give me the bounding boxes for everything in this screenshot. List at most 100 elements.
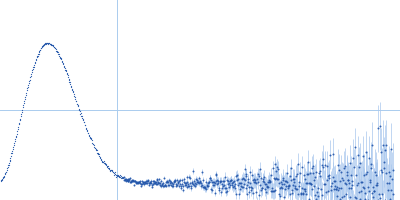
Point	[159, 182, 165, 185]
Point	[262, 183, 269, 186]
Point	[210, 183, 216, 187]
Point	[258, 186, 265, 190]
Point	[387, 148, 394, 151]
Point	[359, 155, 366, 158]
Point	[8, 152, 15, 155]
Point	[64, 73, 71, 77]
Point	[236, 192, 242, 196]
Point	[34, 54, 41, 57]
Point	[10, 145, 17, 148]
Point	[206, 181, 212, 184]
Point	[324, 190, 331, 193]
Point	[99, 160, 105, 163]
Point	[78, 114, 85, 118]
Point	[189, 181, 196, 185]
Point	[249, 186, 255, 190]
Point	[236, 187, 243, 190]
Point	[94, 151, 100, 154]
Point	[63, 70, 69, 73]
Point	[382, 148, 388, 152]
Point	[16, 123, 22, 126]
Point	[346, 161, 353, 164]
Point	[30, 65, 37, 68]
Point	[282, 179, 288, 183]
Point	[102, 163, 108, 166]
Point	[294, 172, 300, 176]
Point	[147, 181, 153, 184]
Point	[152, 182, 159, 185]
Point	[86, 135, 93, 139]
Point	[175, 181, 181, 185]
Point	[207, 178, 214, 182]
Point	[324, 179, 330, 182]
Point	[380, 143, 386, 147]
Point	[274, 177, 281, 180]
Point	[23, 91, 30, 94]
Point	[373, 173, 380, 177]
Point	[56, 56, 63, 59]
Point	[106, 167, 112, 170]
Point	[98, 158, 105, 161]
Point	[87, 137, 93, 140]
Point	[184, 180, 191, 183]
Point	[160, 185, 166, 188]
Point	[43, 41, 50, 44]
Point	[264, 185, 271, 189]
Point	[103, 163, 110, 166]
Point	[371, 190, 378, 193]
Point	[307, 182, 314, 185]
Point	[26, 79, 32, 83]
Point	[192, 184, 198, 187]
Point	[234, 173, 240, 177]
Point	[354, 153, 361, 157]
Point	[197, 180, 204, 183]
Point	[25, 84, 31, 87]
Point	[372, 171, 378, 174]
Point	[215, 181, 221, 184]
Point	[252, 178, 258, 181]
Point	[318, 163, 325, 166]
Point	[369, 143, 376, 146]
Point	[354, 183, 360, 186]
Point	[128, 180, 134, 183]
Point	[250, 178, 256, 182]
Point	[362, 191, 369, 195]
Point	[62, 68, 68, 71]
Point	[283, 184, 289, 187]
Point	[110, 171, 116, 174]
Point	[164, 180, 170, 184]
Point	[132, 180, 138, 183]
Point	[210, 180, 217, 183]
Point	[191, 183, 198, 186]
Point	[257, 183, 264, 187]
Point	[201, 186, 208, 189]
Point	[183, 186, 190, 189]
Point	[207, 177, 213, 180]
Point	[93, 148, 99, 151]
Point	[171, 180, 178, 183]
Point	[118, 174, 124, 177]
Point	[367, 179, 373, 182]
Point	[278, 186, 284, 189]
Point	[88, 136, 94, 139]
Point	[234, 179, 240, 182]
Point	[75, 103, 81, 107]
Point	[22, 93, 29, 96]
Point	[342, 181, 348, 185]
Point	[155, 182, 161, 185]
Point	[276, 181, 283, 184]
Point	[54, 50, 60, 53]
Point	[316, 175, 323, 178]
Point	[22, 95, 28, 98]
Point	[88, 139, 95, 142]
Point	[104, 165, 110, 168]
Point	[185, 184, 192, 188]
Point	[268, 174, 274, 177]
Point	[325, 175, 331, 178]
Point	[181, 181, 188, 185]
Point	[213, 173, 220, 176]
Point	[46, 42, 52, 45]
Point	[376, 196, 383, 199]
Point	[353, 173, 359, 176]
Point	[36, 51, 42, 54]
